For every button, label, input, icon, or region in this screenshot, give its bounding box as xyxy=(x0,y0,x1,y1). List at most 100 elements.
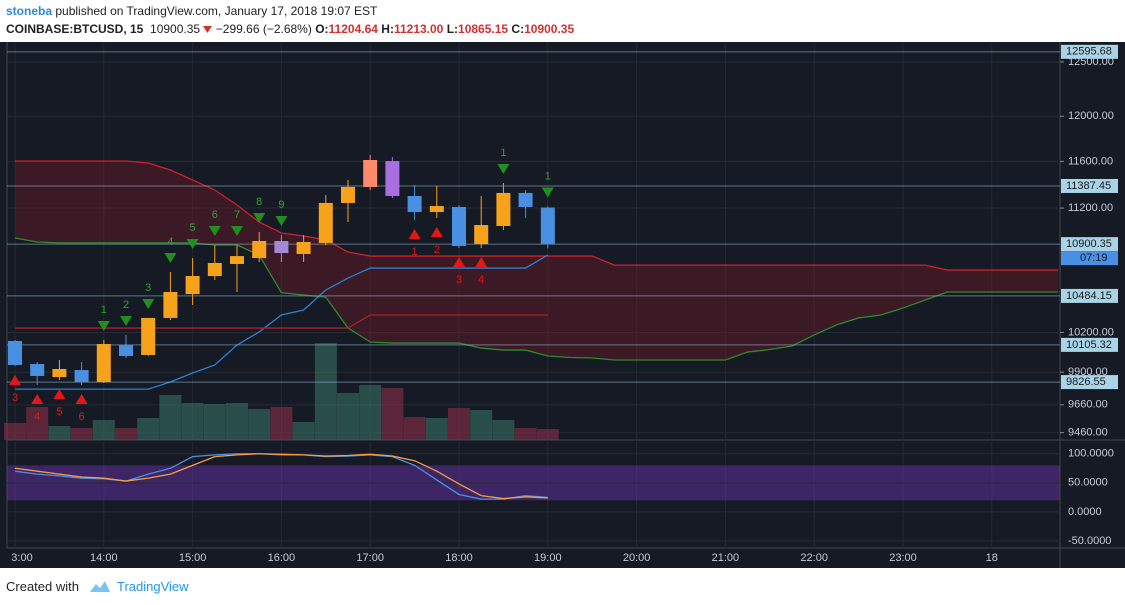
logo xyxy=(90,581,110,592)
price-box xyxy=(1061,337,1118,352)
osc-tick-label: 50.0000 xyxy=(1068,477,1108,489)
buy-marker xyxy=(75,394,88,405)
volume-bar xyxy=(359,385,382,440)
candle-body xyxy=(141,317,156,355)
buy-count: 5 xyxy=(56,406,62,418)
volume-bar xyxy=(159,395,182,440)
y-tick-label: 12000.00 xyxy=(1068,110,1114,122)
candle-body xyxy=(185,276,200,295)
buy-count: 3 xyxy=(456,274,462,286)
volume-bar xyxy=(226,403,248,440)
volume-bar xyxy=(248,409,271,440)
brand: TradingView xyxy=(117,579,189,594)
candle-body xyxy=(407,195,422,212)
sell-count: 2 xyxy=(123,299,129,311)
x-tick-label: 19:00 xyxy=(534,552,562,564)
sell-marker xyxy=(97,321,110,332)
y-tick-label: 9460.00 xyxy=(1068,427,1108,439)
price-box xyxy=(1061,288,1118,303)
buy-marker xyxy=(430,226,443,237)
candle-body xyxy=(363,159,378,187)
candle-body xyxy=(119,345,133,357)
o-label: O: xyxy=(315,22,329,36)
sell-count: 9 xyxy=(278,199,284,211)
osc-tick-label: -50.0000 xyxy=(1068,535,1111,547)
volume-bar xyxy=(403,417,426,440)
candle-body xyxy=(452,206,466,247)
sell-marker xyxy=(275,216,288,227)
background xyxy=(0,42,1125,568)
x-tick-label: 23:00 xyxy=(889,552,917,564)
sell-marker xyxy=(497,163,510,174)
candle-body xyxy=(230,256,244,264)
header: stoneba published on TradingView.com, Ja… xyxy=(0,0,1125,42)
publish-line: stoneba published on TradingView.com, Ja… xyxy=(6,4,377,18)
volume-bar xyxy=(70,428,93,440)
buy-marker xyxy=(31,394,44,405)
candle-body xyxy=(341,186,355,203)
x-tick-label: 20:00 xyxy=(623,552,651,564)
h-value: 11213.00 xyxy=(393,22,444,36)
x-tick-label: 22:00 xyxy=(800,552,828,564)
down-arrow xyxy=(203,26,213,33)
candle-body xyxy=(385,161,400,196)
overlay-line xyxy=(14,237,1059,361)
buy-count: 6 xyxy=(79,411,85,423)
volume-bar xyxy=(137,418,160,440)
sell-count: 3 xyxy=(145,282,151,294)
sell-marker xyxy=(164,253,177,264)
buy-count: 2 xyxy=(434,244,440,256)
volume-bar xyxy=(48,426,71,440)
sell-count: 1 xyxy=(500,147,506,159)
sell-marker xyxy=(208,226,221,237)
volume-bar xyxy=(292,422,315,440)
candle-body xyxy=(496,192,511,226)
x-tick-label: 14:00 xyxy=(90,552,118,564)
volume-bar xyxy=(92,420,115,440)
candle-body xyxy=(52,368,67,378)
price-box xyxy=(1061,237,1118,252)
candle-body xyxy=(252,241,267,259)
volume-bar xyxy=(181,403,204,440)
sell-count: 1 xyxy=(545,170,551,182)
volume-bar xyxy=(314,343,337,440)
buy-count: 4 xyxy=(478,274,484,286)
sell-marker xyxy=(120,315,132,326)
sell-count: 5 xyxy=(190,222,196,234)
candle-body xyxy=(296,241,311,254)
candle-body xyxy=(30,364,45,376)
candle-body xyxy=(74,370,89,383)
volume-bar xyxy=(536,429,559,440)
volume-bar xyxy=(425,418,448,440)
last-price: 10900.35 xyxy=(150,22,201,36)
buy-count: 1 xyxy=(412,246,418,258)
candle-body xyxy=(518,192,533,207)
candle-body xyxy=(207,262,222,277)
sell-marker xyxy=(231,226,243,237)
o-value: 11204.64 xyxy=(328,22,378,36)
sell-count: 6 xyxy=(212,209,218,221)
x-tick-label: 18 xyxy=(986,552,998,564)
y-tick-label: 11200.00 xyxy=(1068,202,1113,214)
volume-bar xyxy=(492,420,515,440)
author: stoneba xyxy=(6,4,53,18)
sell-count: 4 xyxy=(167,236,173,248)
volume-bar xyxy=(4,423,26,440)
l-value: 10865.15 xyxy=(458,22,509,36)
sell-marker xyxy=(142,298,155,309)
osc-tick-label: 100.0000 xyxy=(1068,448,1114,460)
buy-marker xyxy=(53,389,66,400)
buy-marker xyxy=(408,228,421,239)
candle-body xyxy=(274,241,289,253)
volume-bar xyxy=(26,407,49,440)
y-tick-label: 12500.00 xyxy=(1068,56,1114,68)
x-tick-label: 17:00 xyxy=(356,552,384,564)
candle-body xyxy=(96,344,111,383)
price-label: 10105.32 xyxy=(1066,339,1112,351)
volume-bar xyxy=(337,393,359,440)
x-tick-label: 15:00 xyxy=(179,552,207,564)
candle-body xyxy=(318,202,333,243)
price-label: 11387.45 xyxy=(1066,180,1111,192)
overlay-line xyxy=(15,160,1059,271)
